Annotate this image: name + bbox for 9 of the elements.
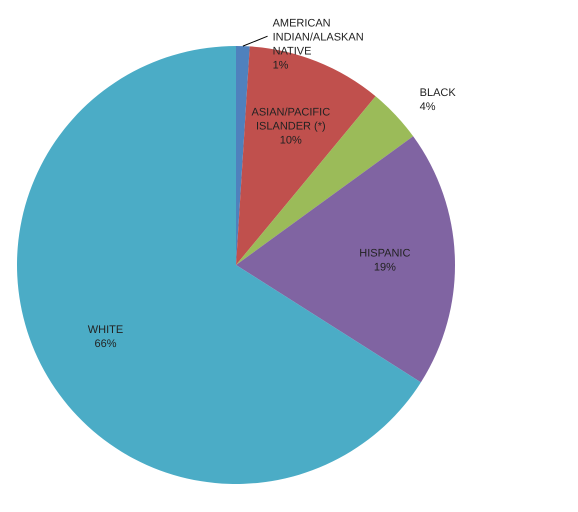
- slice-label: HISPANIC: [359, 247, 410, 260]
- data-label: 19%: [374, 261, 396, 274]
- data-label: 4%: [420, 101, 436, 114]
- data-label: 66%: [94, 338, 117, 350]
- slice-label: BLACK: [420, 87, 456, 100]
- slice-label: ASIAN/PACIFIC ISLANDER (*): [251, 106, 330, 133]
- slice-label: WHITE: [88, 324, 124, 336]
- data-label: 10%: [280, 134, 302, 147]
- data-label: 1%: [272, 59, 289, 72]
